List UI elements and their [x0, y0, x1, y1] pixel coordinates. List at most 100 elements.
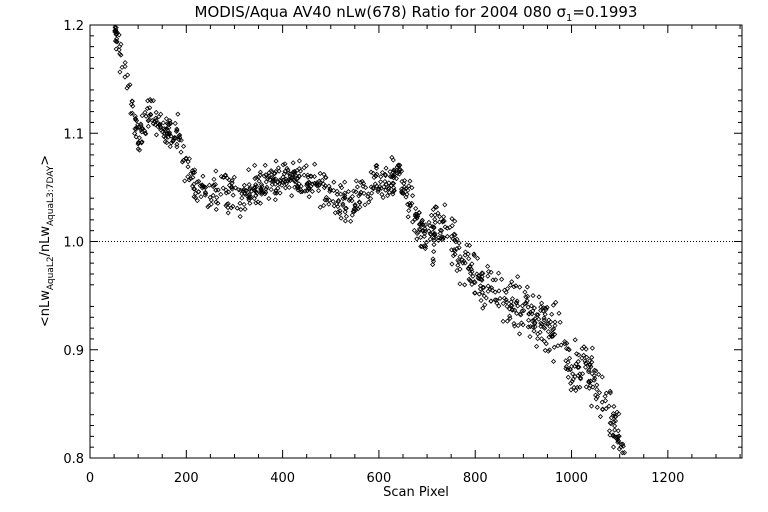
data-point	[490, 277, 496, 283]
data-point	[198, 194, 204, 200]
data-point	[586, 369, 592, 375]
data-point	[535, 336, 541, 342]
data-point	[612, 423, 618, 429]
data-point	[351, 206, 357, 212]
data-point	[416, 226, 423, 232]
data-point	[405, 187, 411, 193]
data-point	[403, 194, 409, 200]
data-point	[174, 144, 180, 150]
data-point	[231, 174, 237, 180]
data-point	[469, 261, 475, 267]
data-point	[276, 168, 282, 174]
data-point	[431, 237, 437, 243]
data-point	[542, 325, 548, 331]
data-point	[225, 205, 231, 211]
data-point	[247, 200, 253, 206]
data-point	[436, 219, 443, 225]
data-point	[572, 337, 578, 343]
data-point	[223, 190, 229, 196]
data-point	[477, 283, 484, 289]
data-point	[213, 206, 219, 213]
data-point	[122, 74, 128, 80]
data-point	[511, 284, 517, 290]
data-point	[317, 170, 323, 176]
data-point	[432, 232, 438, 238]
data-point	[351, 208, 358, 215]
data-point	[127, 82, 133, 88]
data-point	[246, 167, 252, 173]
data-point	[576, 364, 582, 370]
data-point	[132, 130, 138, 137]
data-point	[542, 347, 548, 353]
data-point	[210, 192, 216, 198]
data-point	[509, 296, 516, 302]
data-point	[610, 411, 616, 417]
data-point	[474, 255, 481, 261]
data-point	[190, 174, 196, 181]
data-point	[356, 193, 362, 199]
x-tick-label: 1000	[555, 471, 588, 486]
data-point	[450, 236, 456, 242]
data-point	[259, 189, 265, 195]
x-tick-label: 400	[270, 471, 295, 486]
data-point	[574, 351, 580, 357]
data-point	[496, 303, 502, 309]
data-point	[470, 273, 476, 279]
data-point	[558, 342, 564, 348]
data-point	[430, 256, 436, 262]
data-point	[599, 374, 605, 380]
data-point	[245, 193, 251, 200]
data-point	[337, 208, 343, 214]
data-point	[509, 307, 515, 313]
data-point	[506, 306, 513, 312]
data-point	[396, 163, 402, 169]
y-axis-label-open: <nLw	[38, 290, 53, 327]
y-tick-label: 1.1	[63, 127, 84, 142]
data-point	[293, 179, 299, 185]
data-point	[583, 384, 589, 390]
data-point	[452, 237, 458, 243]
data-point	[340, 195, 346, 202]
data-point	[323, 194, 330, 201]
data-point	[254, 190, 260, 196]
data-point	[571, 384, 577, 391]
data-point	[327, 187, 333, 193]
data-point	[213, 187, 219, 193]
data-point	[308, 173, 315, 179]
y-tick-label: 0.8	[63, 452, 84, 467]
data-point	[181, 143, 187, 149]
data-point	[521, 308, 527, 314]
data-point	[202, 189, 208, 195]
data-point	[524, 284, 530, 290]
data-point	[229, 184, 235, 190]
data-point	[273, 188, 279, 194]
data-point	[153, 132, 160, 138]
data-point	[191, 186, 197, 192]
data-point	[432, 219, 438, 226]
data-point	[395, 162, 401, 168]
data-point	[546, 334, 552, 340]
data-point	[268, 186, 274, 193]
data-point	[136, 147, 143, 153]
data-point	[385, 186, 392, 192]
data-point	[565, 367, 571, 373]
data-point	[125, 72, 131, 78]
data-point	[374, 171, 380, 177]
data-point	[546, 347, 553, 353]
data-point	[253, 193, 259, 199]
data-point	[588, 378, 594, 384]
data-point	[153, 115, 159, 121]
data-point	[368, 184, 374, 190]
data-point	[225, 210, 231, 216]
data-point	[544, 304, 550, 310]
data-point	[497, 295, 503, 302]
data-point	[541, 315, 547, 321]
data-point	[569, 378, 575, 384]
data-point	[370, 184, 376, 191]
data-point	[289, 174, 295, 180]
data-point	[172, 120, 178, 126]
data-point	[118, 52, 124, 58]
data-point	[391, 188, 397, 194]
data-point	[476, 276, 483, 282]
data-point	[525, 293, 531, 299]
